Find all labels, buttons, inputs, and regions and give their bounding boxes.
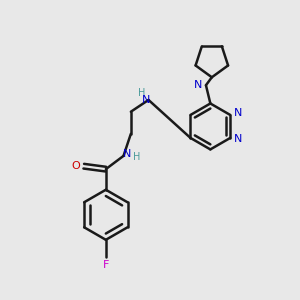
Text: H: H (133, 152, 140, 162)
Text: N: N (234, 134, 243, 144)
Text: N: N (142, 95, 150, 105)
Text: O: O (71, 160, 80, 171)
Text: N: N (123, 148, 131, 158)
Text: H: H (138, 88, 146, 98)
Text: N: N (194, 80, 202, 90)
Text: F: F (103, 260, 109, 270)
Text: N: N (234, 109, 243, 118)
